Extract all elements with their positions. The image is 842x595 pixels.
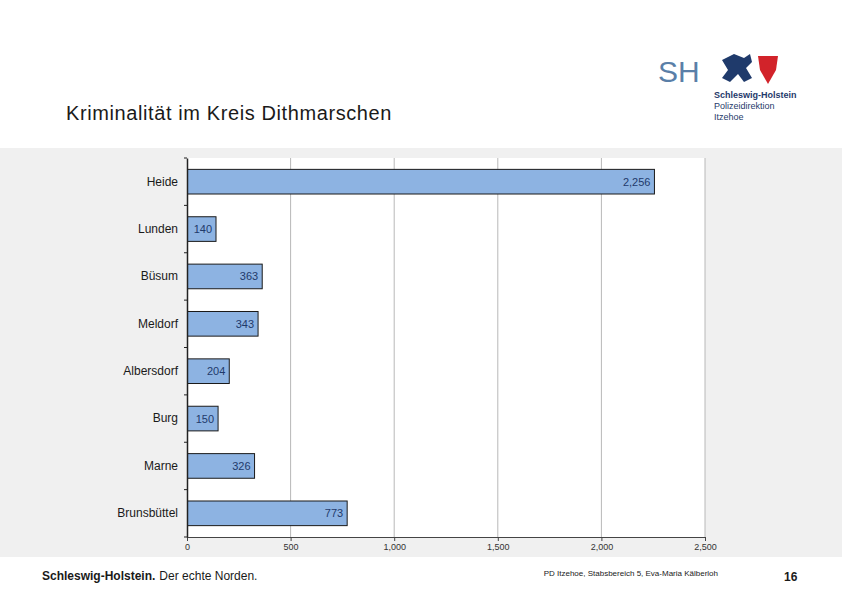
bar [187, 359, 229, 384]
y-tick-label: Meldorf [138, 317, 179, 331]
bar [187, 264, 262, 289]
x-tick-mark [601, 537, 602, 541]
y-tick: Burg [153, 411, 187, 425]
grid-line [705, 158, 706, 537]
y-tick-label: Büsum [141, 269, 178, 283]
x-tick-label: 2,500 [694, 542, 717, 552]
logo-letters: SH [658, 55, 700, 88]
footer-left: Schleswig-Holstein. Der echte Norden. [42, 569, 257, 583]
x-tick-label: 2,000 [591, 542, 614, 552]
bar [187, 217, 216, 242]
logo-unit: Polizeidirektion [714, 101, 775, 111]
y-tick-label: Marne [144, 459, 178, 473]
grid-line [601, 158, 602, 537]
y-separator [184, 252, 187, 253]
y-axis: Heide Lunden Büsum Meldorf Albersdorf Burg Mar… [117, 159, 187, 538]
x-tick-label: 1,000 [383, 542, 406, 552]
y-tick: Brunsbüttel [117, 506, 187, 520]
bar [187, 454, 255, 479]
x-tick: 2,500 [694, 537, 717, 552]
data-label: 2,256 [623, 176, 651, 188]
bar [187, 406, 218, 431]
y-tick: Meldorf [138, 317, 187, 331]
y-separators [184, 158, 187, 537]
y-tick-label: Albersdorf [123, 364, 178, 378]
logo-city: Itzehoe [714, 112, 744, 122]
x-tick: 1,000 [383, 537, 406, 552]
title: Kriminalität im Kreis Dithmarschen [66, 102, 392, 124]
logo-shield [758, 56, 778, 84]
grid-line [394, 158, 395, 537]
grid-line [290, 158, 291, 537]
y-tick: Marne [144, 459, 187, 473]
bar [187, 169, 654, 194]
bars [187, 169, 654, 525]
footer-right: PD Itzehoe, Stabsbereich 5, Eva-Maria Kä… [544, 569, 718, 578]
x-tick-mark [498, 537, 499, 541]
x-axis-line [188, 538, 706, 542]
y-tick-label: Brunsbüttel [117, 506, 178, 520]
y-separator [184, 205, 187, 206]
grid-line [497, 158, 498, 537]
y-tick: Albersdorf [123, 364, 187, 378]
x-tick-mark [394, 537, 395, 541]
y-separator [184, 158, 187, 159]
x-tick-label: 0 [185, 542, 190, 552]
data-label: 363 [240, 270, 258, 282]
data-label: 204 [207, 365, 225, 377]
plot-area [187, 158, 705, 537]
data-label: 343 [236, 318, 254, 330]
chart-background [0, 148, 842, 557]
data-label: 773 [325, 507, 343, 519]
bar [187, 501, 347, 526]
y-separator [184, 347, 187, 348]
y-separator [184, 442, 187, 443]
y-tick-label: Heide [147, 175, 179, 189]
x-tick: 0 [185, 537, 190, 552]
data-labels: 2,256 140 363 343 204 150 326 773 [194, 176, 651, 520]
x-tick-mark [705, 537, 706, 541]
logo-lion [722, 54, 752, 82]
footer-claim: Der echte Norden. [159, 569, 257, 583]
x-tick: 1,500 [487, 537, 510, 552]
x-tick-mark [187, 537, 188, 541]
data-label: 140 [194, 223, 212, 235]
y-separator [184, 537, 187, 538]
y-tick: Büsum [141, 269, 187, 283]
data-label: 150 [196, 413, 214, 425]
x-tick-label: 500 [284, 542, 299, 552]
page-number: 16 [784, 570, 798, 584]
y-separator [184, 394, 187, 395]
y-separator [184, 300, 187, 301]
y-tick: Heide [147, 175, 187, 189]
x-tick-mark [291, 537, 292, 541]
y-tick-label: Burg [153, 411, 178, 425]
slide: Kriminalität im Kreis Dithmarschen SH Schl… [0, 0, 842, 595]
grid [291, 158, 705, 537]
x-tick: 2,000 [591, 537, 614, 552]
x-tick: 500 [284, 537, 299, 552]
y-tick: Lunden [138, 222, 187, 236]
footer-brand: Schleswig-Holstein. [42, 569, 155, 583]
y-separator [184, 489, 187, 490]
x-tick-label: 1,500 [487, 542, 510, 552]
logo-state: Schleswig-Holstein [714, 90, 797, 100]
bar [187, 311, 258, 336]
data-label: 326 [232, 460, 250, 472]
y-tick-label: Lunden [138, 222, 178, 236]
x-axis: 0 500 1,000 1,500 2,000 2,500 [185, 537, 717, 552]
